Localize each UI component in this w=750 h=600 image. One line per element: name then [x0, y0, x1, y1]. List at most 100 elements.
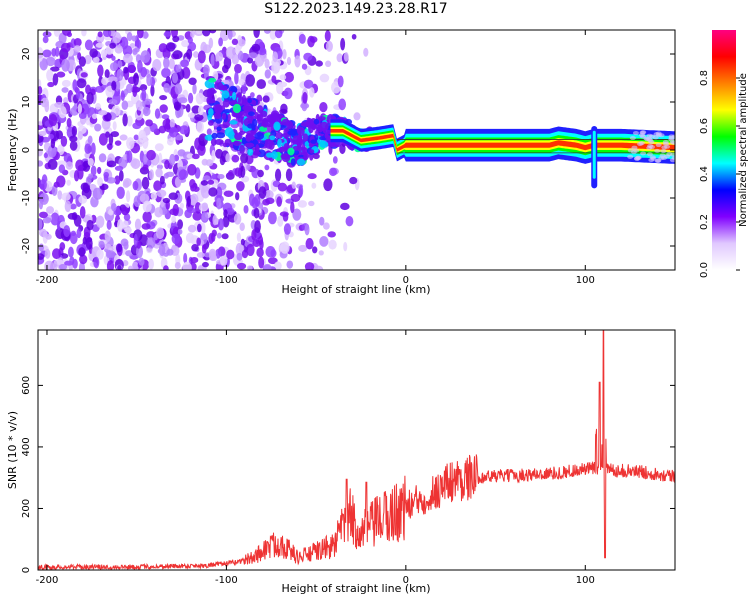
heatmap-cell — [263, 263, 272, 270]
heatmap-cell — [120, 36, 129, 50]
heatmap-cell — [209, 30, 217, 34]
heatmap-cell — [103, 174, 109, 182]
heatmap-cell — [126, 32, 133, 42]
heatmap-cell — [200, 185, 210, 199]
heatmap-cell — [46, 206, 55, 214]
heatmap-cell — [40, 97, 50, 108]
heatmap-cell — [630, 149, 637, 154]
heatmap-cell — [221, 112, 227, 120]
heatmap-cell — [307, 173, 317, 180]
heatmap-cell — [140, 50, 151, 63]
heatmap-cell — [239, 144, 245, 155]
heatmap-cell — [306, 118, 314, 127]
heatmap-cell — [87, 158, 94, 167]
heatmap-cell — [174, 83, 183, 95]
heatmap-cell — [243, 205, 249, 214]
heatmap-cell — [180, 59, 189, 68]
heatmap-cell — [294, 55, 301, 68]
heatmap-cell — [141, 176, 150, 190]
heatmap-cell — [222, 99, 230, 108]
heatmap-cell — [90, 142, 96, 156]
heatmap-cell — [251, 100, 257, 106]
heatmap-cell — [311, 182, 317, 189]
heatmap-cell — [72, 258, 78, 269]
heatmap-cell — [258, 256, 265, 269]
heatmap-cell — [291, 181, 296, 189]
heatmap-cell — [110, 131, 120, 138]
heatmap-cell — [126, 137, 135, 150]
heatmap-cell — [102, 30, 112, 38]
heatmap-cell — [256, 247, 264, 258]
heatmap-cell — [159, 104, 168, 113]
y-tick-label: 20 — [21, 48, 32, 61]
heatmap-cell — [158, 125, 167, 134]
heatmap-cell — [134, 218, 142, 231]
heatmap-cell — [61, 58, 70, 72]
heatmap-cell — [208, 108, 214, 117]
heatmap-cell — [124, 227, 132, 234]
heatmap-cell — [168, 192, 179, 200]
heatmap-cell — [256, 114, 262, 125]
heatmap-cell — [142, 106, 151, 117]
heatmap-cell — [349, 176, 358, 185]
heatmap-cell — [81, 30, 87, 37]
heatmap-cell — [224, 138, 232, 146]
heatmap-cell — [77, 167, 84, 180]
heatmap-cell — [297, 126, 305, 137]
heatmap-cell — [258, 186, 267, 199]
heatmap-cell — [177, 149, 186, 157]
heatmap-cell — [304, 262, 315, 270]
heatmap-cell — [65, 161, 74, 170]
spectrogram-heatmap — [38, 30, 675, 270]
heatmap-cell — [187, 112, 195, 118]
heatmap-cell — [646, 133, 653, 138]
heatmap-cell — [154, 207, 163, 218]
heatmap-cell — [93, 256, 100, 269]
heatmap-cell — [663, 141, 670, 146]
heatmap-cell — [138, 129, 147, 143]
heatmap-cell — [38, 211, 48, 219]
heatmap-cell — [98, 153, 107, 163]
heatmap-cell — [69, 135, 78, 143]
heatmap-cell — [43, 152, 48, 159]
heatmap-cell — [238, 78, 245, 86]
spectrogram-ylabel: Frequency (Hz) — [6, 109, 19, 192]
heatmap-cell — [84, 143, 92, 155]
heatmap-cell — [196, 237, 201, 246]
heatmap-cell — [236, 232, 241, 242]
heatmap-cell — [122, 113, 128, 127]
heatmap-cell — [132, 122, 142, 130]
heatmap-cell — [201, 212, 209, 222]
heatmap-cell — [290, 158, 296, 166]
heatmap-cell — [287, 147, 295, 156]
heatmap-cell — [106, 260, 115, 270]
heatmap-cell — [202, 261, 209, 268]
heatmap-cell — [53, 30, 61, 37]
heatmap-cell — [38, 160, 44, 167]
heatmap-cell — [47, 158, 58, 170]
heatmap-cell — [223, 190, 234, 197]
spectrogram-xlabel: Height of straight line (km) — [281, 283, 430, 296]
heatmap-cell — [217, 218, 225, 231]
heatmap-cell — [245, 74, 256, 87]
heatmap-cell — [298, 184, 304, 198]
heatmap-cell — [162, 197, 171, 204]
snr-x-ticks: -200 -100 0 100 — [36, 330, 595, 586]
heatmap-cell — [55, 130, 64, 140]
heatmap-cell — [298, 33, 306, 44]
heatmap-cell — [238, 38, 246, 47]
heatmap-cell — [159, 94, 168, 101]
heatmap-cell — [236, 181, 245, 192]
heatmap-cell — [135, 100, 143, 111]
heatmap-cell — [315, 124, 322, 131]
heatmap-cell — [211, 174, 218, 180]
heatmap-cell — [168, 58, 175, 70]
heatmap-cell — [340, 37, 346, 51]
heatmap-cell — [42, 36, 49, 44]
heatmap-cell — [273, 121, 281, 131]
heatmap-cell — [142, 200, 152, 213]
x-tick-label: -100 — [215, 275, 238, 286]
heatmap-cell — [231, 154, 240, 163]
heatmap-cell — [123, 241, 129, 250]
